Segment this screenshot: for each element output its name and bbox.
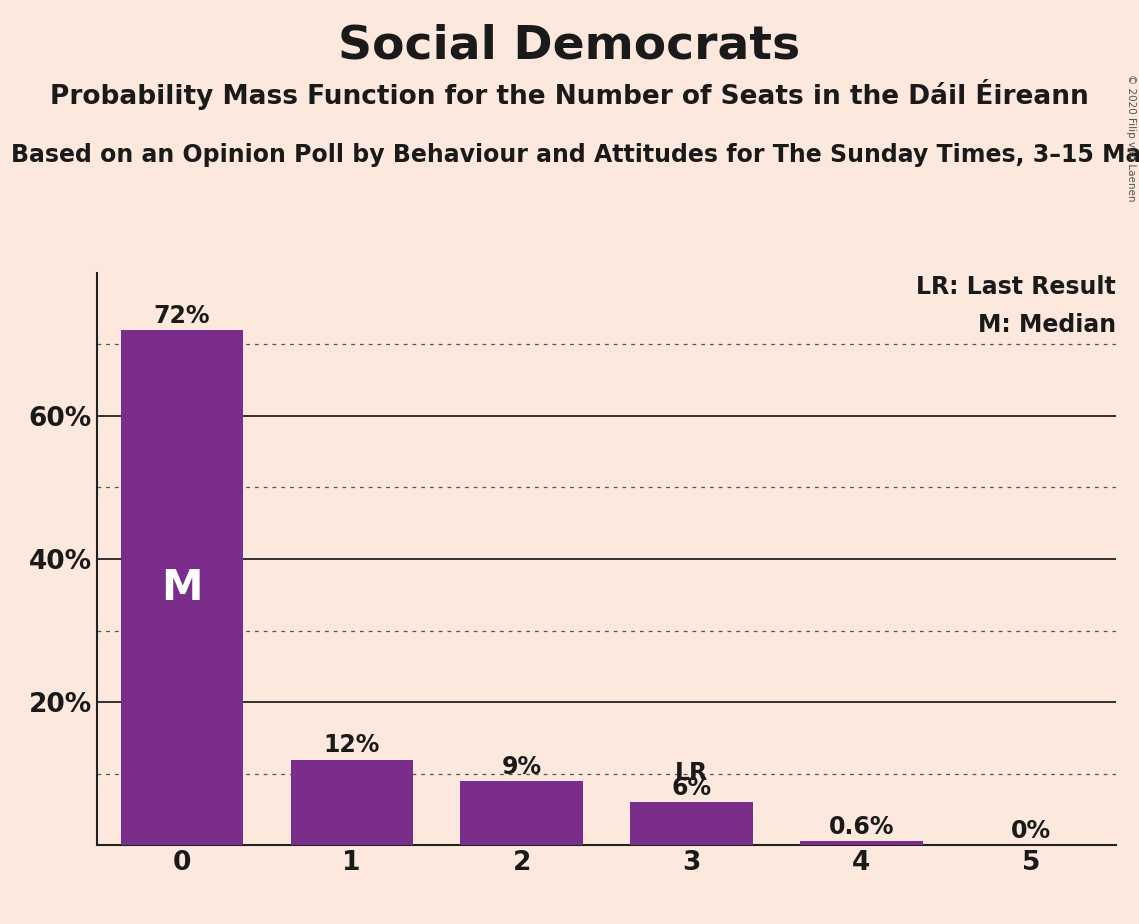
- Text: 12%: 12%: [323, 734, 379, 758]
- Bar: [630, 802, 753, 845]
- Bar: [460, 781, 583, 845]
- Text: LR: Last Result: LR: Last Result: [917, 275, 1116, 299]
- Bar: [801, 841, 923, 845]
- Text: 72%: 72%: [154, 304, 210, 328]
- Text: LR: LR: [675, 760, 708, 784]
- Text: 0.6%: 0.6%: [828, 815, 894, 839]
- Bar: [290, 760, 412, 845]
- Text: 6%: 6%: [671, 776, 712, 800]
- Text: 9%: 9%: [501, 755, 542, 779]
- Text: Based on an Opinion Poll by Behaviour and Attitudes for The Sunday Times, 3–15 M: Based on an Opinion Poll by Behaviour an…: [11, 143, 1139, 167]
- Text: Social Democrats: Social Democrats: [338, 23, 801, 68]
- Bar: [121, 330, 243, 845]
- Text: © 2020 Filip van Laenen: © 2020 Filip van Laenen: [1126, 74, 1136, 201]
- Text: Probability Mass Function for the Number of Seats in the Dáil Éireann: Probability Mass Function for the Number…: [50, 79, 1089, 110]
- Text: M: M: [161, 566, 203, 609]
- Text: M: Median: M: Median: [978, 312, 1116, 336]
- Text: 0%: 0%: [1011, 820, 1051, 844]
